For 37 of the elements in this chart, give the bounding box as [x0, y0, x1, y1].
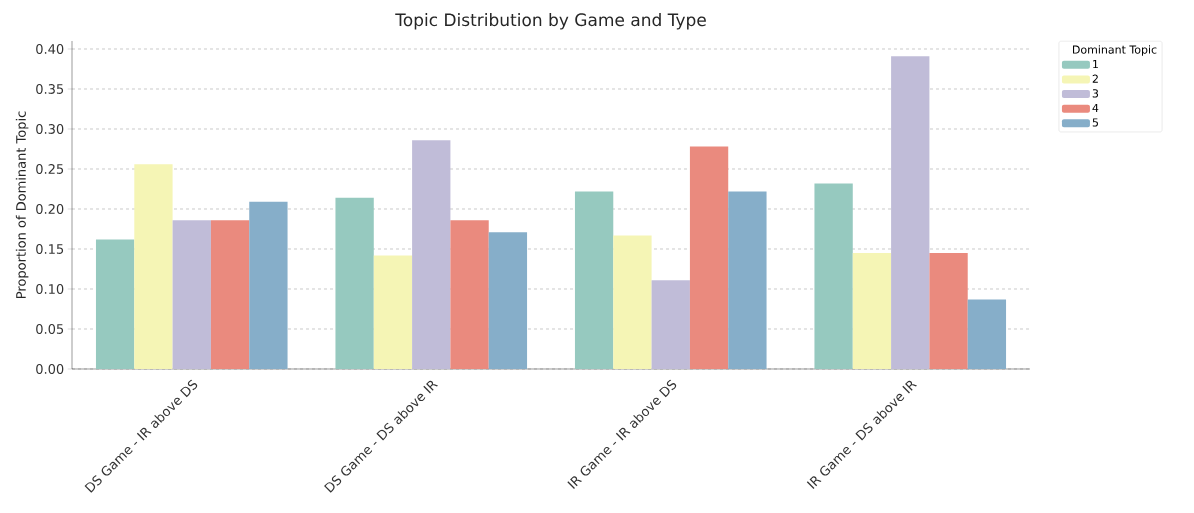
- bar: [929, 252, 968, 369]
- bar: [249, 201, 288, 369]
- bar: [412, 140, 451, 369]
- legend-label: 2: [1092, 74, 1098, 83]
- bar: [852, 252, 892, 369]
- bar: [450, 220, 489, 369]
- y-tick-label: 0.25: [36, 164, 64, 174]
- bar: [613, 235, 652, 369]
- y-tick-label: 0.40: [36, 44, 64, 54]
- y-tick-label: 0.15: [36, 244, 64, 254]
- bar: [891, 56, 930, 369]
- y-tick-label: 0.20: [36, 204, 64, 214]
- y-tick-label: 0.35: [36, 84, 64, 94]
- bar: [488, 232, 528, 369]
- bar: [728, 191, 767, 369]
- bar: [967, 299, 1007, 369]
- legend-label: 3: [1092, 89, 1099, 98]
- legend-title: Dominant Topic: [1073, 45, 1157, 56]
- chart-title: Topic Distribution by Game and Type: [395, 13, 706, 30]
- legend-label: 1: [1093, 60, 1098, 69]
- bar: [651, 280, 690, 369]
- bar: [373, 255, 413, 369]
- y-axis-title: Proportion of Dominant Topic: [15, 111, 29, 298]
- y-tick-label: 0.00: [36, 364, 64, 374]
- y-tick-label: 0.10: [36, 284, 64, 294]
- bar: [172, 220, 211, 369]
- bar: [210, 220, 250, 369]
- y-tick-label: 0.05: [36, 324, 64, 334]
- bar: [689, 146, 729, 369]
- bar: [335, 197, 374, 369]
- bar: [95, 239, 135, 369]
- bar: [574, 191, 614, 369]
- bar: [814, 183, 853, 369]
- y-tick-label: 0.30: [36, 124, 64, 134]
- legend-label: 4: [1092, 103, 1099, 112]
- bar: [134, 164, 173, 369]
- legend-label: 5: [1092, 118, 1098, 127]
